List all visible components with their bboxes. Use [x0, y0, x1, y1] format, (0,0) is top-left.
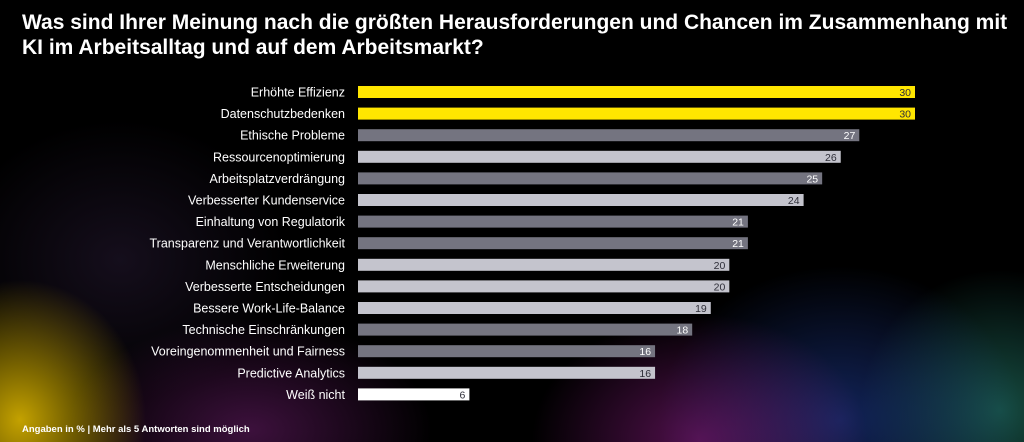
bar-1 — [358, 86, 915, 98]
value-label: 16 — [639, 368, 651, 380]
value-label: 30 — [899, 109, 911, 121]
value-label: 24 — [788, 195, 800, 207]
value-label: 19 — [695, 303, 707, 315]
bar-15 — [358, 388, 470, 401]
value-label: 21 — [732, 238, 744, 250]
category-label: Menschliche Erweiterung — [205, 258, 345, 272]
value-label: 26 — [825, 152, 837, 164]
value-label: 20 — [714, 281, 726, 293]
bar-12 — [358, 323, 693, 336]
category-label: Predictive Analytics — [237, 366, 345, 380]
bar-2 — [358, 107, 915, 120]
value-label: 25 — [806, 173, 818, 185]
category-label: Erhöhte Effizienz — [251, 86, 345, 100]
category-label: Bessere Work-Life-Balance — [193, 302, 345, 316]
bar-4 — [358, 150, 841, 163]
value-label: 20 — [714, 260, 726, 272]
bar-10 — [358, 280, 730, 293]
bar-3 — [358, 129, 860, 142]
category-label: Verbesserte Entscheidungen — [185, 280, 345, 294]
category-label: Einhaltung von Regulatorik — [196, 215, 346, 229]
category-label: Verbesserter Kundenservice — [188, 194, 345, 208]
value-label: 18 — [677, 325, 689, 337]
category-label: Ethische Probleme — [240, 129, 345, 143]
bar-11 — [358, 302, 711, 314]
category-label: Voreingenommenheit und Fairness — [151, 345, 345, 359]
category-label: Ressourcenoptimierung — [213, 150, 345, 164]
bar-13 — [358, 345, 656, 358]
bar-6 — [358, 194, 804, 206]
value-label: 27 — [844, 130, 856, 142]
category-label: Datenschutzbedenken — [221, 107, 345, 121]
category-label: Arbeitsplatzverdrängung — [210, 172, 346, 186]
category-label: Technische Einschränkungen — [182, 323, 345, 337]
value-label: 30 — [899, 87, 911, 99]
footnote: Angaben in % | Mehr als 5 Antworten sind… — [22, 424, 250, 435]
bar-5 — [358, 172, 823, 185]
category-label: Transparenz und Verantwortlichkeit — [150, 237, 346, 251]
bar-9 — [358, 258, 730, 271]
bar-8 — [358, 237, 748, 250]
value-label: 16 — [639, 346, 651, 358]
bar-14 — [358, 366, 656, 379]
category-label: Weiß nicht — [286, 388, 345, 402]
value-label: 21 — [732, 217, 744, 229]
chart-title: Was sind Ihrer Meinung nach die größten … — [22, 11, 1008, 59]
value-label: 6 — [460, 389, 466, 401]
bar-7 — [358, 215, 748, 228]
